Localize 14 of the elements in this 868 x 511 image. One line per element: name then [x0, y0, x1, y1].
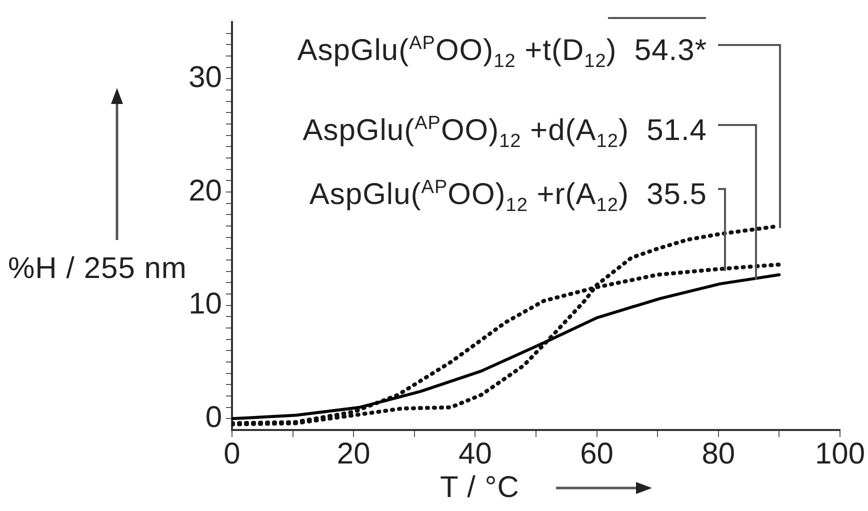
text: AspGlu($^{AP}$OO)$_{12}$ +r(A$_{12}$) 35.5 [309, 177, 707, 216]
y-axis-title: %H / 255 nm [8, 251, 187, 287]
x-tick-label: 80 [702, 437, 736, 470]
text: AspGlu($^{AP}$OO)$_{12}$ +t(D$_{12}$) 54.3* [297, 33, 707, 72]
x-axis-title: T / °C [440, 470, 520, 506]
x-tick-label: 60 [580, 437, 614, 470]
x-tick-label: 20 [336, 437, 370, 470]
text: AspGlu($^{AP}$OO)$_{12}$ +d(A$_{12}$) 51.4 [302, 113, 707, 152]
y-tick-label: 10 [188, 288, 222, 321]
x-tick-label: 100 [814, 437, 866, 470]
y-tick-label: 0 [205, 400, 222, 434]
y-tick-label: 20 [188, 174, 222, 208]
x-tick-label: 40 [458, 437, 492, 470]
y-tick-label: 30 [188, 60, 222, 94]
